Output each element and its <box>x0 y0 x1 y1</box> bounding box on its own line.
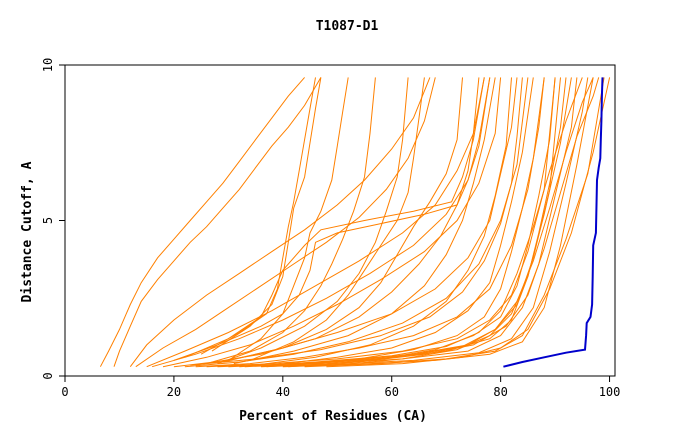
x-tick-label: 20 <box>167 385 181 399</box>
model-series-line-30 <box>271 77 534 366</box>
model-series-line-35 <box>266 77 594 368</box>
model-series-line-26 <box>206 77 376 365</box>
model-series-line-38 <box>222 77 463 363</box>
x-tick-label: 100 <box>599 385 621 399</box>
model-series-line-7 <box>162 77 502 368</box>
chart-title: T1087-D1 <box>316 19 379 34</box>
tick-layer: 0 20 40 60 80 100 0 5 10 <box>41 58 620 399</box>
model-series-line-6 <box>151 77 491 368</box>
model-series-line-1 <box>99 77 305 367</box>
model-series-line-32 <box>315 77 556 366</box>
series-layer <box>99 77 611 368</box>
x-tick-label: 0 <box>61 385 68 399</box>
model-series-line-37 <box>190 77 523 366</box>
model-series-line-23 <box>228 77 349 361</box>
model-series-line-25 <box>249 77 425 361</box>
x-tick-label: 60 <box>385 385 399 399</box>
highlight-series-line <box>503 77 604 368</box>
model-series-line-27 <box>195 77 480 366</box>
model-series-line-22 <box>211 77 322 352</box>
y-tick-label: 10 <box>41 58 55 72</box>
model-series-line-13 <box>228 77 572 368</box>
y-axis-label: Distance Cutoff, A <box>20 161 35 302</box>
model-series-line-36 <box>288 77 600 368</box>
model-series-line-19 <box>173 77 491 361</box>
model-series-line-11 <box>206 77 556 368</box>
model-series-line-29 <box>255 77 512 366</box>
plot-frame <box>64 64 616 377</box>
model-series-line-17 <box>304 77 605 368</box>
model-series-line-24 <box>217 77 409 365</box>
x-axis-label: Percent of Residues (CA) <box>239 409 427 424</box>
x-tick-label: 40 <box>276 385 290 399</box>
model-series-line-18 <box>326 77 611 368</box>
y-tick-label: 0 <box>41 372 55 379</box>
y-tick-label: 5 <box>41 217 55 224</box>
model-series-line-4 <box>135 77 436 368</box>
model-series-line-34 <box>239 77 583 368</box>
model-series-line-2 <box>113 77 322 367</box>
model-series-line-3 <box>129 77 431 368</box>
model-series-line-31 <box>293 77 545 366</box>
model-series-line-28 <box>233 77 496 365</box>
model-series-line-20 <box>184 77 485 358</box>
x-tick-label: 80 <box>493 385 507 399</box>
model-series-line-5 <box>146 77 485 368</box>
model-series-line-21 <box>200 77 316 355</box>
